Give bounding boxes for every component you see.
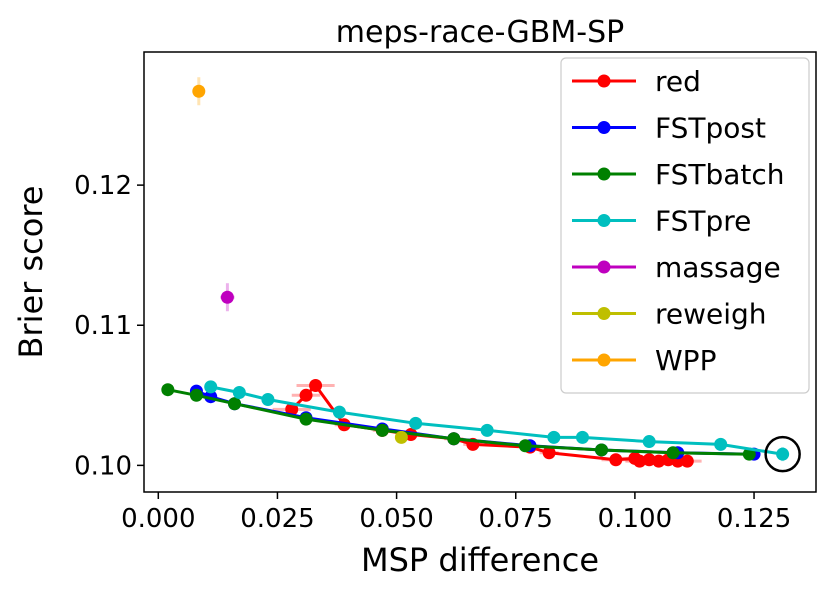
legend-label: FSTpre — [655, 205, 751, 238]
y-tick-label: 0.10 — [74, 451, 132, 481]
point-fstpre — [480, 423, 494, 437]
point-fstbatch — [447, 432, 461, 446]
y-tick-label: 0.11 — [74, 311, 132, 341]
x-tick-label: 0.025 — [240, 504, 314, 534]
x-axis-ticks: 0.000 0.025 0.050 0.075 0.100 0.125 — [121, 492, 791, 534]
legend-item-massage: massage — [572, 251, 781, 284]
x-tick-label: 0.050 — [359, 504, 433, 534]
legend-label: red — [655, 65, 701, 98]
x-axis-label: MSP difference — [361, 541, 599, 579]
legend-label: reweigh — [655, 298, 767, 331]
point-fstpre — [332, 405, 346, 419]
point-red — [633, 454, 647, 468]
legend-label: WPP — [655, 344, 716, 377]
point-red — [652, 454, 666, 468]
point-red — [642, 453, 656, 467]
legend-label: FSTpost — [655, 112, 766, 145]
point-red — [609, 453, 623, 467]
legend: red FSTpost FSTbatch FSTpre massage reweigh WP… — [560, 57, 810, 394]
y-axis-ticks: 0.10 0.11 0.12 — [74, 171, 144, 481]
legend-item-fstpre: FSTpre — [572, 205, 751, 238]
chart-title: meps-race-GBM-SP — [336, 15, 624, 50]
plot-frame — [143, 51, 817, 493]
legend-marker — [597, 353, 611, 367]
legend-item-reweigh: reweigh — [572, 298, 767, 331]
point-fstpre — [714, 437, 728, 451]
point-fstpre — [776, 447, 790, 461]
legend-marker — [597, 167, 611, 181]
point-fstpre — [232, 386, 246, 400]
point-fstpre — [261, 393, 275, 407]
legend-box — [560, 57, 810, 394]
point-fstpre — [409, 416, 423, 430]
legend-marker — [597, 74, 611, 88]
point-fstbatch — [161, 383, 175, 397]
point-red — [285, 402, 299, 416]
legend-item-fstbatch: FSTbatch — [572, 158, 785, 191]
point-fstbatch — [228, 397, 242, 411]
point-wpp — [192, 84, 206, 98]
highlight-circle — [764, 435, 801, 473]
point-fstbatch — [666, 446, 680, 460]
point-red — [680, 454, 694, 468]
point-red — [542, 446, 556, 460]
point-red — [309, 379, 323, 393]
x-tick-label: 0.125 — [717, 504, 791, 534]
point-massage — [220, 290, 234, 304]
series-layer — [161, 77, 790, 468]
x-tick-label: 0.100 — [598, 504, 672, 534]
point-fstpre — [575, 430, 589, 444]
point-reweigh — [394, 430, 408, 444]
legend-item-fstpost: FSTpost — [572, 112, 766, 145]
series-reweigh — [394, 430, 408, 444]
point-red — [299, 388, 313, 402]
x-tick-label: 0.075 — [479, 504, 553, 534]
series-fstbatch — [161, 383, 756, 461]
legend-label: massage — [655, 251, 781, 284]
series-line-fstbatch — [167, 388, 750, 456]
legend-marker — [597, 214, 611, 227]
point-fstbatch — [375, 423, 389, 437]
y-axis-label: Brier score — [12, 186, 50, 359]
legend-marker — [597, 307, 611, 320]
point-fstbatch — [518, 439, 532, 453]
legend-item-wpp: WPP — [572, 344, 716, 377]
x-tick-label: 0.000 — [121, 504, 195, 534]
legend-marker — [597, 260, 611, 274]
legend-item-red: red — [572, 65, 701, 98]
point-fstpre — [642, 435, 656, 449]
point-fstbatch — [299, 412, 313, 426]
series-wpp — [192, 77, 206, 106]
y-tick-label: 0.12 — [74, 171, 132, 201]
point-fstbatch — [595, 443, 609, 457]
series-fstpre — [204, 380, 790, 462]
legend-marker — [597, 121, 611, 134]
series-massage — [220, 283, 235, 312]
point-fstbatch — [189, 388, 203, 402]
point-fstpre — [204, 380, 218, 394]
legend-label: FSTbatch — [655, 158, 785, 191]
point-fstpre — [547, 430, 561, 444]
